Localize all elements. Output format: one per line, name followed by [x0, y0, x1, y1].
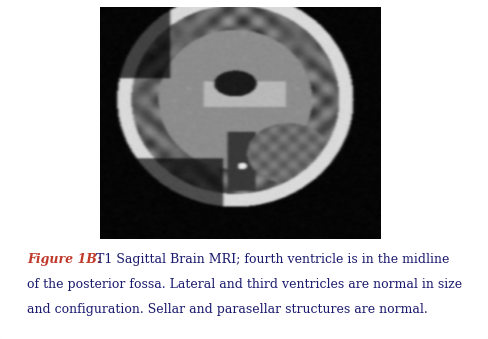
- Text: of the posterior fossa. Lateral and third ventricles are normal in size: of the posterior fossa. Lateral and thir…: [27, 278, 462, 291]
- Text: Figure 1B:: Figure 1B:: [27, 253, 102, 265]
- Text: T1 Sagittal Brain MRI; fourth ventricle is in the midline: T1 Sagittal Brain MRI; fourth ventricle …: [92, 253, 449, 265]
- Text: and configuration. Sellar and parasellar structures are normal.: and configuration. Sellar and parasellar…: [27, 303, 427, 316]
